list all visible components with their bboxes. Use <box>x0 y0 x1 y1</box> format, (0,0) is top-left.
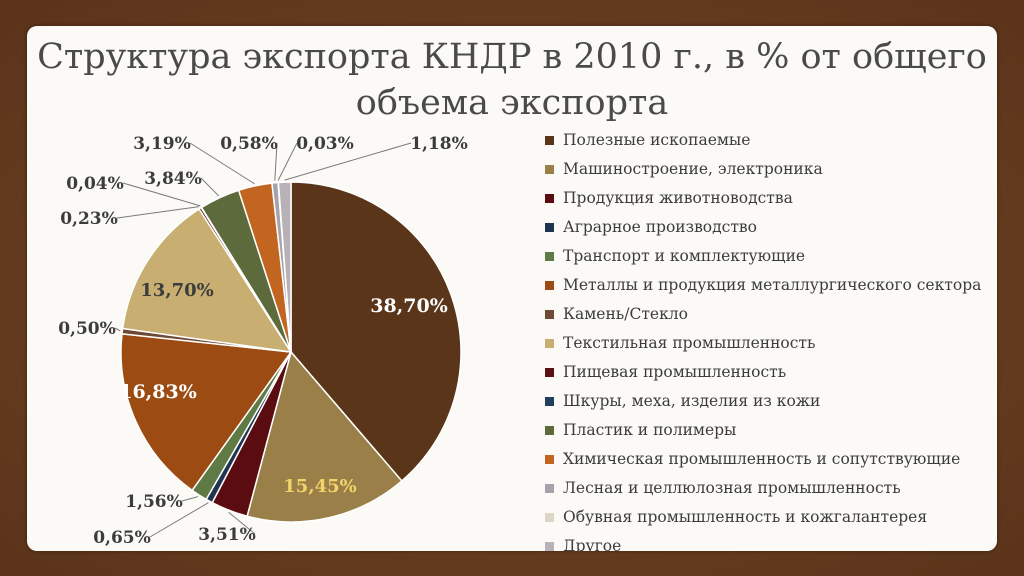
legend-item: Машиностроение, электроника <box>545 155 997 184</box>
data-label-3: 3,51% <box>198 525 256 545</box>
legend-swatch <box>545 339 554 348</box>
data-label-1: 38,70% <box>370 295 448 317</box>
legend-swatch <box>545 397 554 406</box>
leader-line-3 <box>228 511 256 535</box>
legend-item: Другое <box>545 532 997 551</box>
legend-swatch <box>545 310 554 319</box>
leader-line-11 <box>200 177 220 197</box>
legend-item: Шкуры, меха, изделия из кожи <box>545 387 997 416</box>
legend-item: Полезные ископаемые <box>545 126 997 155</box>
legend-label: Камень/Стекло <box>563 305 688 323</box>
legend-swatch <box>545 223 554 232</box>
legend-item: Металлы и продукция металлургического се… <box>545 271 997 300</box>
legend-label: Текстильная промышленность <box>563 334 816 352</box>
legend-item: Пищевая промышленность <box>545 358 997 387</box>
slide-panel: Структура экспорта КНДР в 2010 г., в % о… <box>27 26 997 551</box>
data-label-8: 13,70% <box>140 280 213 301</box>
legend-label: Металлы и продукция металлургического се… <box>563 276 982 294</box>
data-label-15: 1,18% <box>410 134 468 154</box>
legend-item: Пластик и полимеры <box>545 416 997 445</box>
title-line-1: Структура экспорта КНДР в 2010 г., в % о… <box>37 37 987 77</box>
data-label-11: 3,84% <box>144 169 202 189</box>
leader-line-7 <box>114 327 121 332</box>
legend-label: Пищевая промышленность <box>563 363 787 381</box>
leader-line-15 <box>284 142 412 181</box>
legend-label: Лесная и целлюлозная промышленность <box>563 479 901 497</box>
legend-swatch <box>545 136 554 145</box>
legend-label: Аграрное производство <box>563 218 757 236</box>
legend-swatch <box>545 368 554 377</box>
legend-swatch <box>545 165 554 174</box>
leader-line-5 <box>181 496 199 502</box>
pie-slice-2 <box>246 350 403 523</box>
leader-line-14 <box>277 142 298 181</box>
pie-slice-1 <box>290 181 462 483</box>
legend-label: Продукция животноводства <box>563 189 793 207</box>
legend-swatch <box>545 281 554 290</box>
chart-legend: Полезные ископаемые Машиностроение, элект… <box>545 126 997 551</box>
legend-label: Полезные ископаемые <box>563 131 751 149</box>
data-label-9: 0,23% <box>60 209 118 229</box>
title-line-2: объема экспорта <box>355 83 669 123</box>
leader-line-10 <box>122 182 201 207</box>
legend-swatch <box>545 252 554 261</box>
legend-label: Пластик и полимеры <box>563 421 737 439</box>
pie-chart: 38,70% 15,45% 3,51% 0,65% 1,56% 16,83% 0,50% 13… <box>58 134 468 548</box>
slide-title: Структура экспорта КНДР в 2010 г., в % о… <box>27 34 997 126</box>
legend-swatch <box>545 542 554 551</box>
data-label-12: 3,19% <box>133 134 191 154</box>
data-label-4: 0,65% <box>93 528 151 548</box>
data-label-5: 1,56% <box>125 492 183 512</box>
legend-label: Химическая промышленность и сопутствующи… <box>563 450 961 468</box>
data-label-14: 0,03% <box>296 134 354 154</box>
leader-lines <box>114 142 412 538</box>
data-label-13: 0,58% <box>220 134 278 154</box>
legend-label: Транспорт и комплектующие <box>563 247 806 265</box>
legend-item: Обувная промышленность и кожгалантерея <box>545 503 997 532</box>
data-labels: 38,70% 15,45% 3,51% 0,65% 1,56% 16,83% 0,50% 13… <box>58 134 468 548</box>
legend-swatch <box>545 194 554 203</box>
legend-swatch <box>545 455 554 464</box>
data-label-7: 0,50% <box>58 319 116 339</box>
legend-item: Химическая промышленность и сопутствующи… <box>545 445 997 474</box>
legend-item: Текстильная промышленность <box>545 329 997 358</box>
leader-line-13 <box>274 142 278 181</box>
pie-slice-15 <box>277 181 292 353</box>
leader-line-9 <box>116 206 200 219</box>
legend-item: Транспорт и комплектующие <box>545 242 997 271</box>
legend-item: Лесная и целлюлозная промышленность <box>545 474 997 503</box>
legend-item: Продукция животноводства <box>545 184 997 213</box>
pie-slice-6 <box>120 332 293 492</box>
legend-swatch <box>545 426 554 435</box>
pie-slice-8 <box>121 207 293 353</box>
legend-label: Другое <box>563 537 622 551</box>
data-label-6: 16,83% <box>119 381 197 403</box>
legend-swatch <box>545 484 554 493</box>
legend-item: Камень/Стекло <box>545 300 997 329</box>
legend-label: Машиностроение, электроника <box>563 160 823 178</box>
legend-label: Обувная промышленность и кожгалантерея <box>563 508 928 526</box>
data-label-10: 0,04% <box>66 174 124 194</box>
leader-line-12 <box>189 142 255 185</box>
leader-line-4 <box>149 502 209 538</box>
data-label-2: 15,45% <box>283 476 356 497</box>
legend-item: Аграрное производство <box>545 213 997 242</box>
legend-swatch <box>545 513 554 522</box>
pie-slices <box>120 181 462 523</box>
legend-label: Шкуры, меха, изделия из кожи <box>563 392 821 410</box>
